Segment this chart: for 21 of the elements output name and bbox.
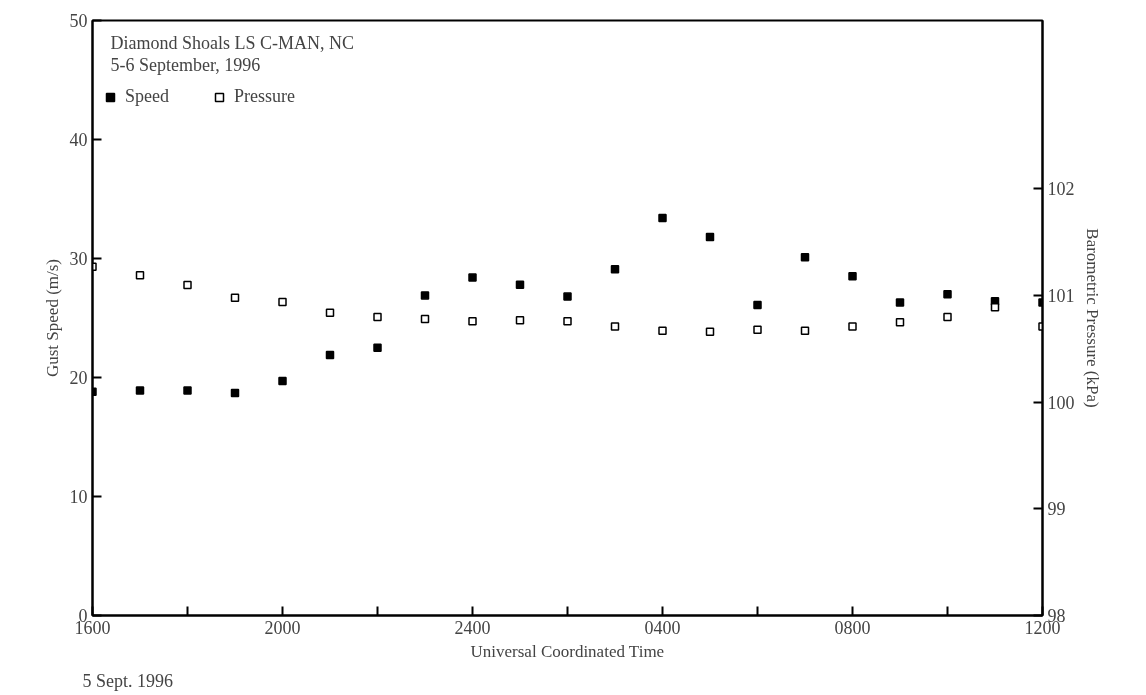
x-tick-label: 0400 (644, 617, 681, 638)
x-axis-title: Universal Coordinated Time (470, 641, 665, 661)
y-tick-label: 30 (69, 249, 88, 269)
y-tick-label: 50 (69, 11, 88, 31)
legend-label: Speed (125, 86, 169, 107)
y2-axis-title: Barometric Pressure (kPa) (1082, 228, 1102, 408)
y-tick-label: 40 (69, 130, 88, 150)
y-tick-label: 20 (69, 368, 88, 388)
text: 5-6 September, 1996 (110, 54, 261, 75)
text: 5 Sept. 1996 (82, 670, 174, 691)
y2-tick-label: 101 (1047, 286, 1075, 307)
y-tick-label: 10 (69, 487, 88, 507)
x-tick-label: 2400 (454, 617, 491, 638)
text: Diamond Shoals LS C-MAN, NC (110, 32, 355, 53)
y2-tick-label: 102 (1047, 179, 1075, 200)
y-axis-title: Gust Speed (m/s) (42, 258, 62, 378)
x-tick-label: 2000 (264, 617, 301, 638)
y2-tick-label: 99 (1047, 499, 1066, 520)
y2-tick-label: 100 (1047, 392, 1075, 413)
legend-label: Pressure (234, 86, 295, 107)
x-tick-label: 0800 (834, 617, 871, 638)
